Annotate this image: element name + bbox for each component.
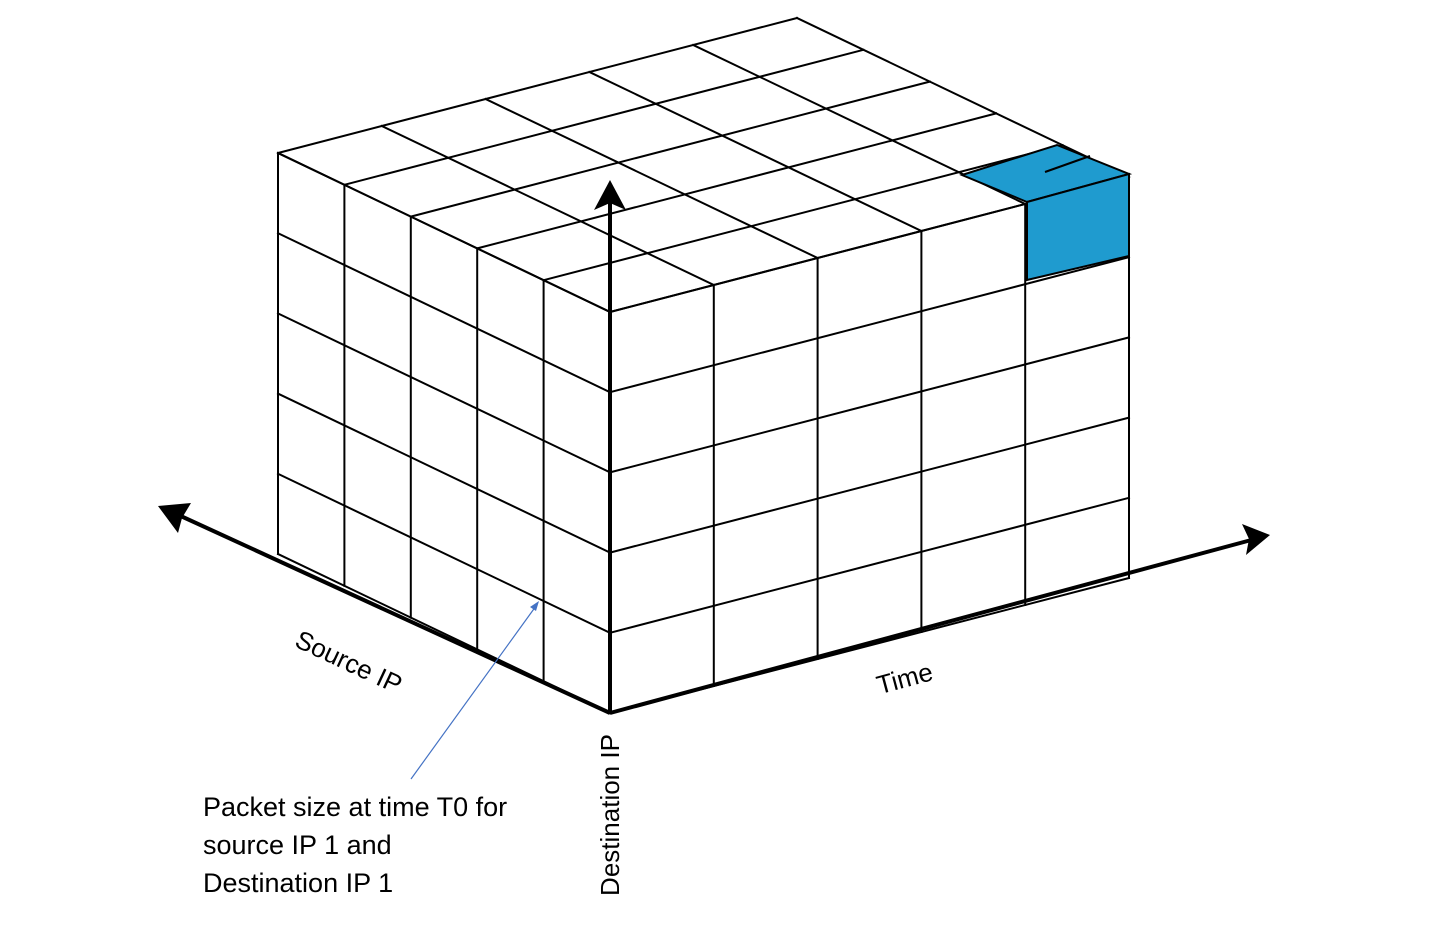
source-ip-arrowhead [158,503,191,533]
grid-line [276,16,799,155]
grid-line [276,151,612,314]
grid-line [475,112,998,250]
grid-line [608,496,1131,635]
annotation-line-3: Destination IP 1 [203,868,393,898]
grid-line [795,16,1131,179]
highlighted-cell-front [1026,172,1130,282]
highlighted-cell [959,143,1133,282]
highlighted-cell-mark [1044,155,1091,173]
annotation-callout [410,601,539,780]
time-axis [609,537,1256,715]
grid-line [276,472,612,635]
grid-line [276,392,612,554]
time-axis-label: Time [873,656,936,700]
grid-line [608,336,1131,474]
cube-grid [276,16,1131,715]
source-ip-axis [171,510,611,715]
grid-line [588,70,923,233]
destination-ip-axis-label: Destination IP [595,734,625,896]
callout-arrowhead [530,601,539,611]
grid-line [276,312,612,474]
annotation-text: Packet size at time T0 for source IP 1 a… [203,792,515,898]
destination-ip-arrowhead [594,180,626,210]
grid-line [276,231,612,394]
source-ip-axis-label: Source IP [291,624,407,699]
callout-arrow [410,605,537,780]
annotation-line-2: source IP 1 and [203,830,392,860]
annotation-line-1: Packet size at time T0 for [203,792,507,822]
grid-line [343,48,865,187]
grid-line [608,255,1131,394]
time-arrowhead [1242,524,1270,555]
grid-line [542,143,1064,282]
grid-line [484,97,819,260]
axes [158,180,1270,715]
grid-line [409,80,932,218]
grid-line [380,124,716,287]
grid-line [608,416,1131,554]
